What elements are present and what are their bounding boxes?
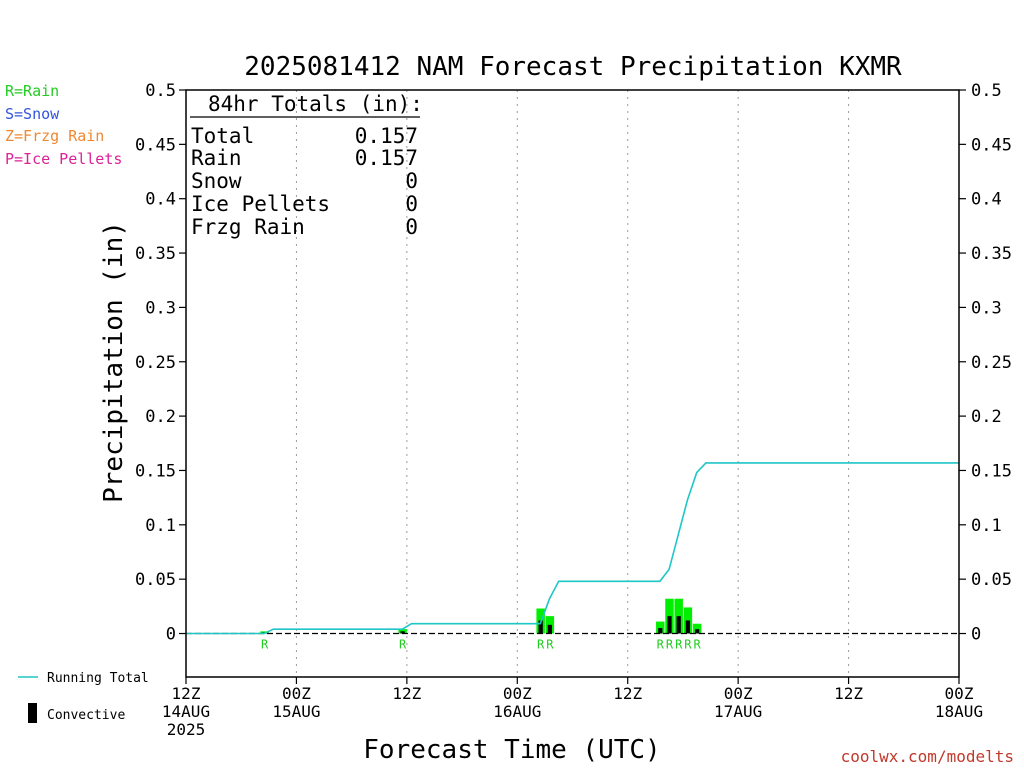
convective-bar	[685, 620, 691, 634]
y-tick-label-right: 0.35	[971, 244, 1012, 264]
x-tick-label: 00Z	[282, 684, 311, 703]
y-tick-label-right: 0.2	[971, 407, 1002, 427]
totals-value-frzg-rain: 0	[405, 215, 418, 239]
y-tick-label-right: 0.1	[971, 516, 1002, 536]
y-tick-label-right: 0	[971, 625, 981, 645]
x-tick-label: 12Z	[392, 684, 421, 703]
convective-bar	[694, 629, 700, 634]
totals-box: 84hr Totals (in): Total 0.157 Rain 0.157…	[190, 92, 423, 239]
x-tick-label: 16AUG	[493, 702, 541, 721]
running-total-legend-label: Running Total	[47, 671, 149, 686]
x-tick-label: 12Z	[834, 684, 863, 703]
y-tick-label: 0.1	[145, 516, 176, 536]
x-tick-label: 2025	[167, 720, 206, 739]
y-tick-label-right: 0.5	[971, 81, 1002, 101]
x-tick-label: 15AUG	[272, 702, 320, 721]
precip-bar	[656, 621, 665, 634]
convective-bar	[538, 620, 543, 634]
series-legend: Running Total Convective	[18, 671, 149, 723]
y-tick-label: 0	[166, 625, 176, 645]
convective-bar	[547, 624, 552, 634]
x-tick-label: 18AUG	[935, 702, 983, 721]
totals-label-frzg-rain: Frzg Rain	[191, 215, 305, 239]
x-tick-label: 12Z	[172, 684, 201, 703]
totals-label-ice-pellets: Ice Pellets	[191, 192, 330, 216]
y-tick-label-right: 0.25	[971, 353, 1012, 373]
totals-label-rain: Rain	[191, 146, 242, 170]
precip-type-legend: R=Rain S=Snow Z=Frzg Rain P=Ice Pellets	[5, 82, 122, 168]
y-tick-label: 0.3	[145, 298, 176, 318]
x-tick-label: 17AUG	[714, 702, 762, 721]
y-ticks-left: 0.5 0.45 0.4 0.35 0.3 0.25 0.2 0.15 0.1 0.05 0	[135, 81, 186, 645]
y-ticks-right: 0.5 0.45 0.4 0.35 0.3 0.25 0.2 0.15 0.1 0.05 0	[959, 81, 1012, 645]
x-tick-label: 00Z	[945, 684, 974, 703]
x-tick-label: 14AUG	[162, 702, 210, 721]
y-tick-label-right: 0.45	[971, 135, 1012, 155]
y-tick-label: 0.35	[135, 244, 176, 264]
precip-type-label: R	[261, 638, 269, 652]
y-tick-label: 0.2	[145, 407, 176, 427]
convective-bar	[676, 616, 681, 634]
source-credit: coolwx.com/modelts	[841, 747, 1014, 766]
convective-bar	[400, 631, 405, 634]
totals-heading: 84hr Totals (in):	[208, 92, 423, 116]
convective-bar	[658, 628, 663, 634]
precip-type-label: R	[546, 638, 554, 652]
chart-title: 2025081412 NAM Forecast Precipitation KX…	[244, 52, 902, 82]
totals-value-snow: 0	[405, 169, 418, 193]
legend-rain: R=Rain	[5, 82, 59, 100]
totals-value-total: 0.157	[355, 124, 418, 148]
legend-snow: S=Snow	[5, 105, 60, 123]
precip-type-label: R	[657, 638, 665, 652]
precip-type-label: R	[537, 638, 545, 652]
convective-legend-swatch	[28, 703, 37, 723]
precip-bar	[692, 623, 702, 634]
y-tick-label-right: 0.05	[971, 570, 1012, 590]
y-tick-label: 0.15	[135, 461, 176, 481]
x-tick-label: 12Z	[613, 684, 642, 703]
y-tick-label: 0.5	[145, 81, 176, 101]
convective-bar	[667, 616, 672, 634]
y-tick-label: 0.4	[145, 190, 176, 210]
x-axis-label: Forecast Time (UTC)	[363, 735, 660, 765]
y-tick-label-right: 0.4	[971, 190, 1002, 210]
totals-label-total: Total	[191, 124, 254, 148]
x-tick-label: 00Z	[724, 684, 753, 703]
precip-type-label: R	[399, 638, 407, 652]
y-tick-label: 0.45	[135, 135, 176, 155]
convective-legend-label: Convective	[47, 708, 125, 723]
legend-ice-pellets: P=Ice Pellets	[5, 150, 122, 168]
plot-frame	[185, 89, 960, 678]
y-axis-label: Precipitation (in)	[99, 221, 129, 503]
running-total-line	[186, 462, 959, 635]
y-tick-label-right: 0.15	[971, 461, 1012, 481]
y-tick-label-right: 0.3	[971, 298, 1002, 318]
precip-type-label: R	[693, 638, 701, 652]
totals-value-ice-pellets: 0	[405, 192, 418, 216]
totals-value-rain: 0.157	[355, 146, 418, 170]
precip-type-label: R	[684, 638, 692, 652]
x-tick-label: 00Z	[503, 684, 532, 703]
legend-freezing-rain: Z=Frzg Rain	[5, 127, 104, 145]
y-tick-label: 0.05	[135, 570, 176, 590]
precip-type-label: R	[675, 638, 683, 652]
totals-label-snow: Snow	[191, 169, 242, 193]
precip-type-label: R	[666, 638, 674, 652]
y-tick-label: 0.25	[135, 353, 176, 373]
